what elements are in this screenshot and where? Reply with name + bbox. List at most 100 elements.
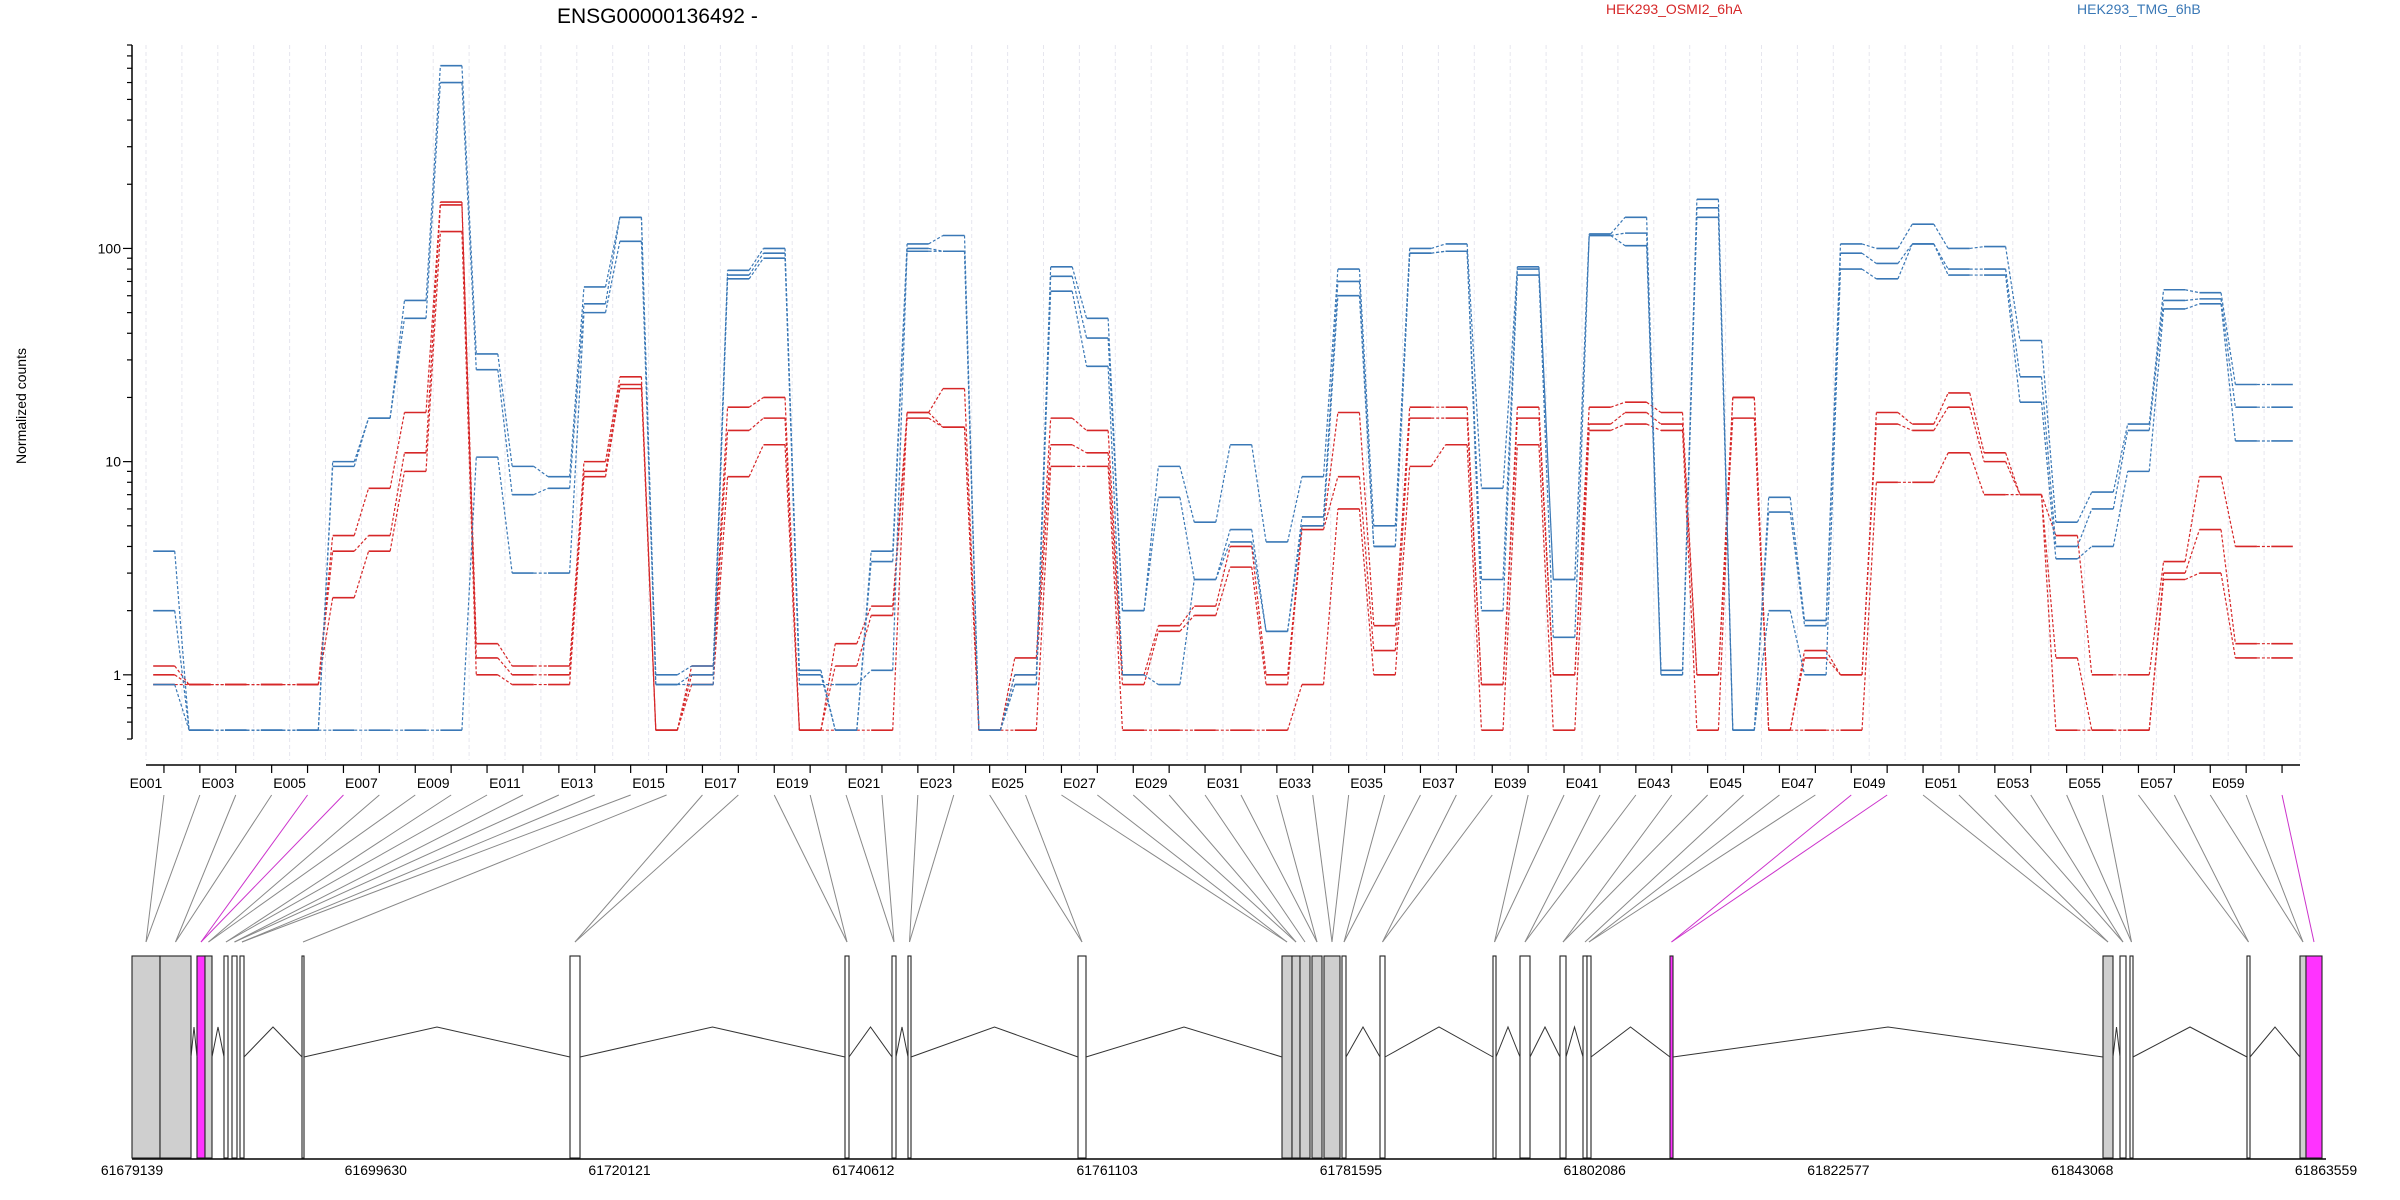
data-connector (2076, 491, 2093, 523)
data-connector (1071, 291, 1088, 367)
exon-block (1586, 955, 1592, 1159)
x-tick-label: E057 (2140, 775, 2173, 791)
data-connector (461, 231, 477, 675)
exon-connector (2102, 794, 2132, 943)
data-connector (389, 412, 406, 489)
data-connector (748, 396, 764, 408)
data-connector (425, 65, 441, 301)
exon-block (1291, 955, 1301, 1159)
data-connector (1358, 508, 1375, 675)
exon-block (569, 955, 581, 1159)
data-connector (820, 665, 836, 731)
data-connector (784, 418, 800, 731)
data-connector (1538, 266, 1554, 580)
data-connector (1646, 401, 1662, 413)
exon-connector (2173, 794, 2249, 943)
data-connector (1215, 444, 1231, 523)
data-connector (676, 674, 693, 686)
data-connector (748, 417, 764, 431)
data-connector (1969, 452, 1985, 495)
exon-block (1492, 955, 1497, 1159)
data-connector (1789, 610, 1806, 675)
data-connector (604, 241, 621, 313)
data-connector (1107, 430, 1124, 675)
data-connector (317, 551, 334, 685)
data-connector (1107, 466, 1124, 731)
exon-connector (845, 794, 895, 943)
x-tick-label: E059 (2212, 775, 2245, 791)
exon-block (196, 955, 206, 1159)
exon-connector (1524, 794, 1601, 943)
data-connector (748, 257, 764, 280)
data-connector (1287, 529, 1303, 685)
data-connector (1610, 232, 1626, 237)
data-connector (1143, 466, 1159, 611)
data-connector (1646, 233, 1662, 675)
data-connector (1825, 269, 1842, 675)
exon-block (1311, 955, 1323, 1159)
data-connector (1717, 397, 1734, 731)
data-connector (1789, 511, 1806, 626)
data-connector (1574, 235, 1590, 638)
exon-connector (574, 794, 703, 943)
data-connector (1179, 614, 1195, 632)
data-connector (1322, 412, 1339, 526)
data-connector (784, 258, 800, 685)
data-connector (1574, 235, 1590, 580)
data-connector (533, 487, 549, 496)
data-connector (2040, 340, 2057, 523)
data-connector (1502, 444, 1518, 731)
intron-line (2132, 1026, 2248, 1058)
exon-block (1582, 955, 1588, 1159)
data-connector (1861, 482, 1877, 731)
data-connector (174, 674, 190, 686)
exon-connector (241, 794, 631, 943)
data-connector (353, 551, 370, 598)
exon-connector (1382, 794, 1457, 943)
data-connector (1969, 407, 1985, 462)
data-connector (640, 384, 657, 731)
intron-line (1590, 1026, 1671, 1058)
data-connector (389, 318, 406, 419)
chart-title: ENSG00000136492 - (557, 5, 758, 28)
exon-connector (225, 794, 452, 943)
intron-line (243, 1026, 303, 1058)
exon-block (844, 955, 850, 1159)
x-tick-label: E005 (273, 775, 306, 791)
x-tick-label: E047 (1781, 775, 1814, 791)
data-connector (712, 407, 729, 667)
data-connector (1179, 497, 1195, 580)
data-connector (604, 376, 621, 462)
exon-connector (145, 794, 201, 943)
x-tick-label: E011 (489, 775, 521, 791)
series-line (153, 230, 2293, 731)
intron-line (211, 1026, 225, 1058)
data-connector (1251, 546, 1267, 675)
series-line (153, 216, 2293, 731)
data-connector (174, 684, 190, 731)
intron-line (2112, 1026, 2121, 1058)
data-connector (1143, 497, 1159, 611)
exon-connector (1240, 794, 1318, 943)
intron-line (848, 1026, 893, 1058)
intron-line (910, 1026, 1079, 1058)
data-connector (2040, 494, 2057, 731)
data-connector (2148, 300, 2165, 431)
exon-connector (773, 794, 848, 943)
data-connector (1825, 243, 1842, 621)
exon-connector (1025, 794, 1083, 943)
data-connector (569, 312, 585, 574)
data-connector (963, 388, 980, 731)
data-connector (1394, 253, 1411, 547)
data-connector (1035, 291, 1052, 685)
data-connector (677, 665, 692, 676)
data-connector (999, 674, 1016, 731)
data-connector (461, 65, 477, 354)
exon-connector (208, 794, 416, 943)
coordinate-label: 61781595 (1320, 1162, 1383, 1178)
data-connector (2148, 308, 2165, 472)
exon-connector (175, 794, 237, 943)
data-connector (353, 535, 370, 552)
data-connector (1753, 512, 1770, 731)
